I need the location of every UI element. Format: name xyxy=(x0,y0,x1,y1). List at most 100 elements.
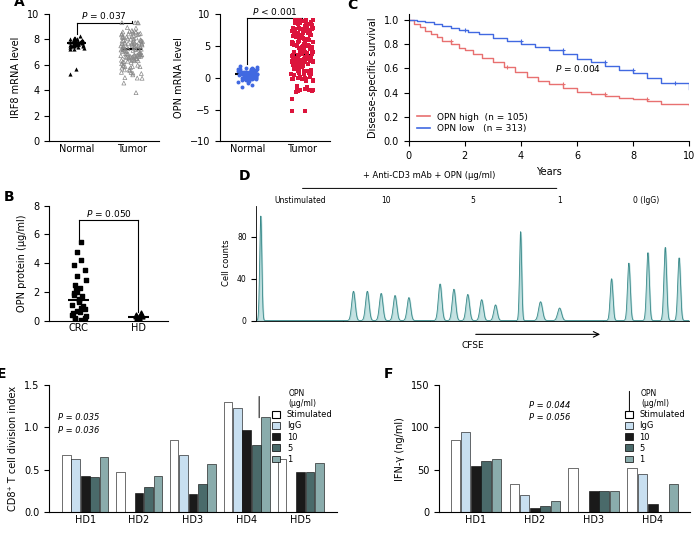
Point xyxy=(292,57,303,66)
Point xyxy=(125,52,136,61)
X-axis label: Years: Years xyxy=(536,167,562,177)
Point xyxy=(129,56,140,65)
Point xyxy=(300,37,311,46)
Point xyxy=(301,26,312,35)
Point xyxy=(300,58,311,67)
Point xyxy=(307,75,318,84)
Point xyxy=(300,84,311,93)
Bar xyxy=(261,417,270,512)
Point xyxy=(293,23,304,32)
Point xyxy=(76,303,87,312)
Point xyxy=(130,45,141,54)
Point xyxy=(127,41,138,50)
Point xyxy=(293,74,304,83)
Point xyxy=(134,50,146,58)
Point xyxy=(306,25,317,34)
Point xyxy=(117,57,128,66)
Point xyxy=(300,74,311,83)
Point xyxy=(302,23,313,31)
Point xyxy=(80,312,92,321)
Point xyxy=(68,290,79,299)
Point xyxy=(246,71,258,80)
Point xyxy=(290,33,302,42)
Point xyxy=(116,29,127,38)
Point xyxy=(135,42,146,51)
Point xyxy=(249,71,260,80)
Point xyxy=(237,82,248,91)
Point xyxy=(304,30,316,39)
Point xyxy=(129,39,140,48)
Point xyxy=(136,309,147,318)
Point xyxy=(128,51,139,60)
Point xyxy=(293,31,304,40)
Point xyxy=(67,40,78,49)
Point xyxy=(73,296,84,305)
Point xyxy=(243,72,254,81)
Point xyxy=(239,68,251,77)
Point xyxy=(118,41,129,50)
Point xyxy=(71,34,83,43)
Point xyxy=(74,283,85,292)
Point xyxy=(129,43,140,52)
Point xyxy=(304,41,315,50)
Point xyxy=(122,23,133,32)
Point xyxy=(122,50,134,58)
Point xyxy=(64,35,76,44)
Title: 5: 5 xyxy=(470,196,475,205)
Point xyxy=(288,75,299,84)
Point xyxy=(71,40,82,48)
Point xyxy=(307,48,318,57)
Bar xyxy=(599,491,609,512)
Point xyxy=(301,67,312,75)
Point xyxy=(121,42,132,51)
Point xyxy=(133,314,144,323)
Point xyxy=(239,69,251,78)
Point xyxy=(244,68,255,77)
Y-axis label: Cell counts: Cell counts xyxy=(223,240,232,287)
Point xyxy=(122,50,133,58)
Point xyxy=(302,29,314,37)
Point xyxy=(65,69,76,78)
Point xyxy=(127,56,138,65)
Point xyxy=(306,20,317,29)
Point xyxy=(67,37,78,46)
Point xyxy=(303,34,314,43)
Point xyxy=(66,300,78,309)
Point xyxy=(131,310,142,319)
Bar xyxy=(179,455,188,512)
Point xyxy=(241,68,252,77)
Text: $P$ = 0.037: $P$ = 0.037 xyxy=(81,10,127,21)
Point xyxy=(133,52,144,61)
Point xyxy=(136,69,147,78)
Point xyxy=(286,107,297,116)
Text: P = 0.035: P = 0.035 xyxy=(57,413,99,423)
Point xyxy=(240,70,251,79)
Point xyxy=(294,49,305,58)
Point xyxy=(76,37,88,46)
Point xyxy=(72,39,83,48)
Point xyxy=(302,41,313,50)
Point xyxy=(119,46,130,55)
Point xyxy=(129,51,140,60)
Point xyxy=(288,39,299,47)
Point xyxy=(68,40,79,48)
Point xyxy=(120,52,131,61)
Point xyxy=(244,76,255,85)
Point xyxy=(125,53,136,62)
Point xyxy=(302,40,314,49)
Point xyxy=(237,73,248,82)
Point xyxy=(303,68,314,77)
Bar xyxy=(530,508,540,512)
Bar xyxy=(510,484,519,512)
Point xyxy=(132,51,143,60)
Point xyxy=(128,56,139,64)
Point xyxy=(131,314,142,322)
Point xyxy=(292,57,303,66)
Legend: OPN high  (n = 105), OPN low   (n = 313): OPN high (n = 105), OPN low (n = 313) xyxy=(413,109,532,137)
Point xyxy=(237,75,248,84)
Point xyxy=(244,69,256,78)
Point xyxy=(250,74,261,83)
Point xyxy=(246,71,258,79)
Point xyxy=(132,30,144,39)
Point xyxy=(297,43,308,52)
